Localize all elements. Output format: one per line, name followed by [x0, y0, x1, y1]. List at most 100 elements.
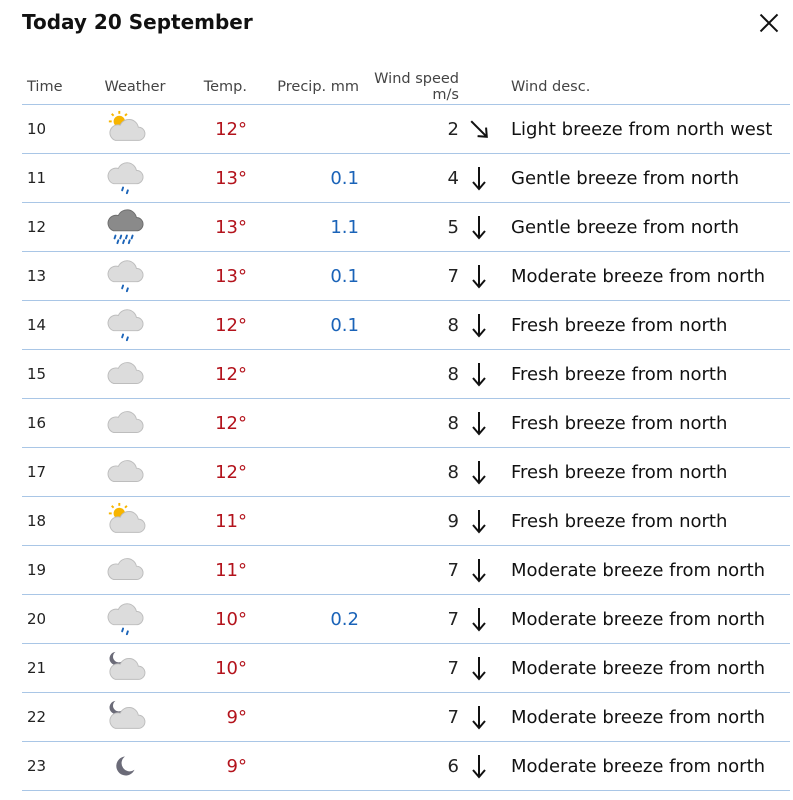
wind-direction-arrow-icon [459, 409, 499, 437]
row-wind-speed: 7 [359, 692, 459, 742]
wind-direction-arrow-icon [459, 164, 499, 192]
row-precipitation [247, 741, 359, 791]
partly-cloudy-day-icon [93, 502, 177, 540]
row-wind-description: Fresh breeze from north [499, 496, 790, 546]
cloudy-icon [93, 355, 177, 393]
row-wind-speed: 6 [359, 741, 459, 791]
row-wind-speed: 8 [359, 447, 459, 497]
row-precipitation [247, 643, 359, 693]
wind-direction-arrow-icon [459, 360, 499, 388]
row-wind-description: Light breeze from north west [499, 104, 790, 154]
dialog-header: Today 20 September [22, 8, 782, 40]
row-temperature: 11° [177, 545, 247, 595]
row-time: 10 [22, 104, 93, 154]
row-precipitation: 0.1 [247, 251, 359, 301]
row-wind-description: Moderate breeze from north [499, 251, 790, 301]
row-time: 15 [22, 349, 93, 399]
row-time: 23 [22, 741, 93, 791]
rain-icon [93, 208, 177, 246]
cloudy-icon [93, 551, 177, 589]
row-precipitation: 0.1 [247, 300, 359, 350]
row-temperature: 13° [177, 202, 247, 252]
row-time: 11 [22, 153, 93, 203]
table-row: 12 13° 1.1 5 Gentle breeze from north [22, 202, 790, 252]
wind-direction-arrow-icon [459, 115, 499, 143]
wind-direction-arrow-icon [459, 654, 499, 682]
row-time: 22 [22, 692, 93, 742]
row-wind-speed: 9 [359, 496, 459, 546]
cloudy-icon [93, 453, 177, 491]
row-wind-speed: 5 [359, 202, 459, 252]
row-precipitation [247, 545, 359, 595]
row-wind-description: Fresh breeze from north [499, 398, 790, 448]
column-header-time: Time [22, 70, 93, 105]
row-temperature: 12° [177, 447, 247, 497]
row-temperature: 12° [177, 398, 247, 448]
row-temperature: 13° [177, 153, 247, 203]
light-rain-icon [93, 306, 177, 344]
row-wind-description: Moderate breeze from north [499, 545, 790, 595]
table-row: 20 10° 0.2 7 Moderate breeze from north [22, 594, 790, 644]
cloudy-icon [93, 404, 177, 442]
row-wind-speed: 4 [359, 153, 459, 203]
row-temperature: 9° [177, 741, 247, 791]
row-temperature: 12° [177, 300, 247, 350]
partly-cloudy-night-icon [93, 698, 177, 736]
row-precipitation: 1.1 [247, 202, 359, 252]
wind-direction-arrow-icon [459, 458, 499, 486]
table-row: 14 12° 0.1 8 Fresh breeze from north [22, 300, 790, 350]
row-temperature: 12° [177, 349, 247, 399]
row-wind-speed: 7 [359, 594, 459, 644]
column-header-wind-desc: Wind desc. [499, 70, 790, 105]
row-precipitation [247, 447, 359, 497]
clear-night-icon [93, 747, 177, 785]
row-wind-description: Moderate breeze from north [499, 643, 790, 693]
wind-direction-arrow-icon [459, 311, 499, 339]
row-time: 12 [22, 202, 93, 252]
table-row: 23 9° 6 Moderate breeze from north [22, 741, 790, 791]
row-wind-description: Fresh breeze from north [499, 447, 790, 497]
row-wind-description: Fresh breeze from north [499, 349, 790, 399]
row-precipitation [247, 104, 359, 154]
row-time: 20 [22, 594, 93, 644]
table-row: 10 12° 2 Light breeze from north west [22, 104, 790, 154]
row-time: 14 [22, 300, 93, 350]
wind-direction-arrow-icon [459, 703, 499, 731]
column-header-weather: Weather [93, 70, 177, 105]
row-precipitation: 0.2 [247, 594, 359, 644]
row-wind-speed: 8 [359, 300, 459, 350]
row-precipitation [247, 349, 359, 399]
row-time: 16 [22, 398, 93, 448]
close-icon[interactable] [758, 12, 780, 34]
table-row: 21 10° 7 Moderate breeze from north [22, 643, 790, 693]
row-time: 21 [22, 643, 93, 693]
row-precipitation [247, 496, 359, 546]
row-wind-description: Moderate breeze from north [499, 692, 790, 742]
hourly-forecast-table: Time Weather Temp. Precip. mm Wind speed… [22, 70, 790, 791]
row-temperature: 12° [177, 104, 247, 154]
wind-direction-arrow-icon [459, 752, 499, 780]
row-temperature: 10° [177, 594, 247, 644]
row-precipitation [247, 692, 359, 742]
table-row: 15 12° 8 Fresh breeze from north [22, 349, 790, 399]
light-rain-icon [93, 257, 177, 295]
row-wind-description: Fresh breeze from north [499, 300, 790, 350]
page-title: Today 20 September [22, 10, 253, 34]
table-row: 13 13° 0.1 7 Moderate breeze from north [22, 251, 790, 301]
row-time: 19 [22, 545, 93, 595]
table-row: 19 11° 7 Moderate breeze from north [22, 545, 790, 595]
row-wind-speed: 7 [359, 643, 459, 693]
row-precipitation [247, 398, 359, 448]
row-wind-description: Gentle breeze from north [499, 202, 790, 252]
row-temperature: 9° [177, 692, 247, 742]
row-wind-speed: 7 [359, 251, 459, 301]
partly-cloudy-night-icon [93, 649, 177, 687]
row-wind-speed: 8 [359, 349, 459, 399]
row-time: 18 [22, 496, 93, 546]
table-row: 22 9° 7 Moderate breeze from north [22, 692, 790, 742]
wind-direction-arrow-icon [459, 507, 499, 535]
table-row: 17 12° 8 Fresh breeze from north [22, 447, 790, 497]
row-precipitation: 0.1 [247, 153, 359, 203]
row-wind-description: Moderate breeze from north [499, 741, 790, 791]
row-wind-speed: 8 [359, 398, 459, 448]
